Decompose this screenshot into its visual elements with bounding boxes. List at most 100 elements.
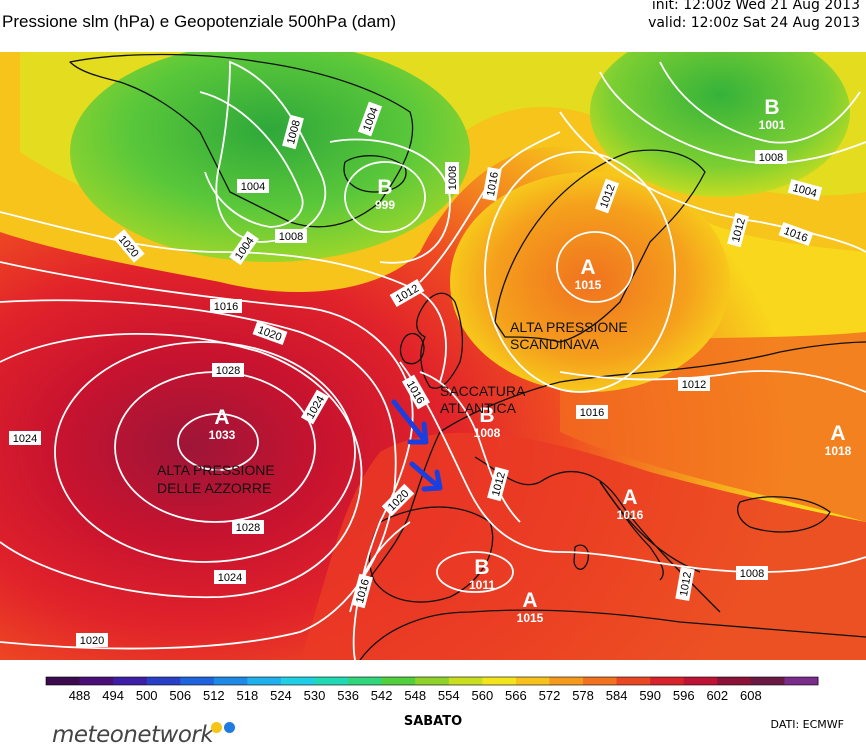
scandinavia-outline (494, 149, 706, 343)
saccatura-annotation-2: ATLANTICA (440, 400, 517, 416)
isobar-label-text: 1008 (759, 152, 783, 164)
colorbar-swatch (415, 677, 450, 685)
isobar-label-text: 1008 (740, 568, 764, 580)
iberia-outline (368, 506, 494, 603)
colorbar-tick-label: 608 (740, 688, 762, 703)
colorbar-swatch (79, 677, 114, 685)
colorbar: 488 494 500 506 512 518 524 530 536 542 548 554 560 5… (45, 676, 819, 703)
isobar-1012-east (559, 370, 866, 393)
isobar-iberia-low (436, 551, 514, 593)
colorbar-outline (45, 676, 819, 686)
colorbar-swatch (381, 677, 416, 685)
pressure-center-value: 1001 (759, 118, 786, 132)
isobar-label: 1012 (678, 377, 710, 391)
colorbar-tick-label: 500 (136, 688, 158, 703)
pressure-center-letter: A (622, 486, 637, 509)
colorbar-swatch (247, 677, 282, 685)
colorbar-swatch (650, 677, 685, 685)
isobar-scand-1016 (484, 151, 676, 393)
isobar-1033 (177, 413, 259, 471)
colorbar-tick-label: 542 (371, 688, 393, 703)
colorbar-tick-label: 512 (203, 688, 225, 703)
colorbar-swatch (549, 677, 584, 685)
day-label: SABATO (403, 714, 463, 729)
isobar-label-box (212, 363, 244, 377)
isobar-label: 1008 (445, 162, 459, 194)
pressure-center-letter: A (580, 256, 595, 279)
isobar-label: 1028 (232, 520, 264, 534)
pressure-center-value: 1015 (517, 611, 544, 625)
colorbar-tick-label: 488 (69, 688, 91, 703)
pressure-centers: B1001B999A1015A1033B1008A1016B1011A1015A… (209, 96, 852, 625)
sardinia-outline (573, 544, 589, 570)
isobar-label-box (401, 374, 431, 410)
pressure-center-letter: A (214, 406, 229, 429)
isobar-label-box (113, 229, 145, 263)
colorbar-swatches (45, 676, 819, 686)
isobar-1020 (0, 299, 397, 650)
ireland-outline (399, 333, 425, 365)
trough-arrows (391, 399, 443, 492)
isobar-label-text: 1016 (580, 407, 604, 419)
isobar-label-box (237, 179, 269, 193)
isobar-label-text: 1012 (678, 571, 694, 597)
scandinavia-annotation-2: SCANDINAVA (510, 336, 600, 352)
isobar-label: 1024 (214, 570, 246, 584)
colorbar-tick-label: 560 (471, 688, 493, 703)
isobar-label: 1004 (237, 179, 269, 193)
colorbar-swatch (683, 677, 718, 685)
isobar-low-iceland (344, 161, 426, 233)
scandinavia-annotation-1: ALTA PRESSIONE (510, 319, 628, 335)
logo-text: meteonetwork (52, 722, 214, 748)
isobar-label-text: 1008 (447, 166, 459, 190)
isobar-label-text: 1028 (216, 365, 240, 377)
isobar-label-box (76, 633, 108, 647)
isobar-label-box (9, 431, 41, 445)
isobar-1028 (54, 341, 356, 563)
logo-dot-blue (224, 722, 235, 733)
arrow-north (391, 399, 429, 445)
isobar-label-box (736, 566, 768, 580)
isobar-1008-ne (599, 71, 866, 164)
pressure-center-letter: A (522, 589, 537, 612)
colorbar-tick-label: 530 (304, 688, 326, 703)
colorbar-swatch (784, 677, 819, 685)
isobar-label: 1008 (736, 566, 768, 580)
colorbar-tick-label: 578 (572, 688, 594, 703)
isobar-label-text: 1020 (80, 635, 104, 647)
isobar-label-box (389, 278, 425, 308)
isobar-label: 1024 (9, 431, 41, 445)
isobar-1024 (0, 332, 363, 599)
colorbar-tick-label: 548 (404, 688, 426, 703)
colorbar-ticks: 488 494 500 506 512 518 524 530 536 542 548 554 560 5… (69, 688, 762, 703)
africa-outline (359, 609, 866, 660)
colorbar-tick-label: 602 (706, 688, 728, 703)
isobar-1012-west (0, 211, 447, 383)
colorbar-tick-label: 494 (102, 688, 124, 703)
pressure-center-value: 1008 (474, 426, 501, 440)
italy-outline (599, 481, 664, 581)
colorbar-swatch (348, 677, 383, 685)
isobar-label-box (445, 162, 459, 194)
pressure-center-letter: A (830, 422, 845, 445)
isobar-label-box (678, 377, 710, 391)
data-source: DATI: ECMWF (770, 718, 844, 731)
colorbar-tick-label: 554 (438, 688, 460, 703)
isobar-label: 1016 (576, 405, 608, 419)
isobar-label-box (282, 114, 304, 150)
isobar-1008-iceland (329, 138, 451, 264)
isobar-scand-1020 (556, 231, 634, 303)
pressure-center-letter: B (764, 96, 779, 119)
isobar-label-box (229, 230, 259, 266)
isobar-label-box (727, 212, 749, 248)
isobar-label-box (755, 150, 787, 164)
isobar-label-box (252, 320, 288, 346)
colorbar-swatch (515, 677, 550, 685)
